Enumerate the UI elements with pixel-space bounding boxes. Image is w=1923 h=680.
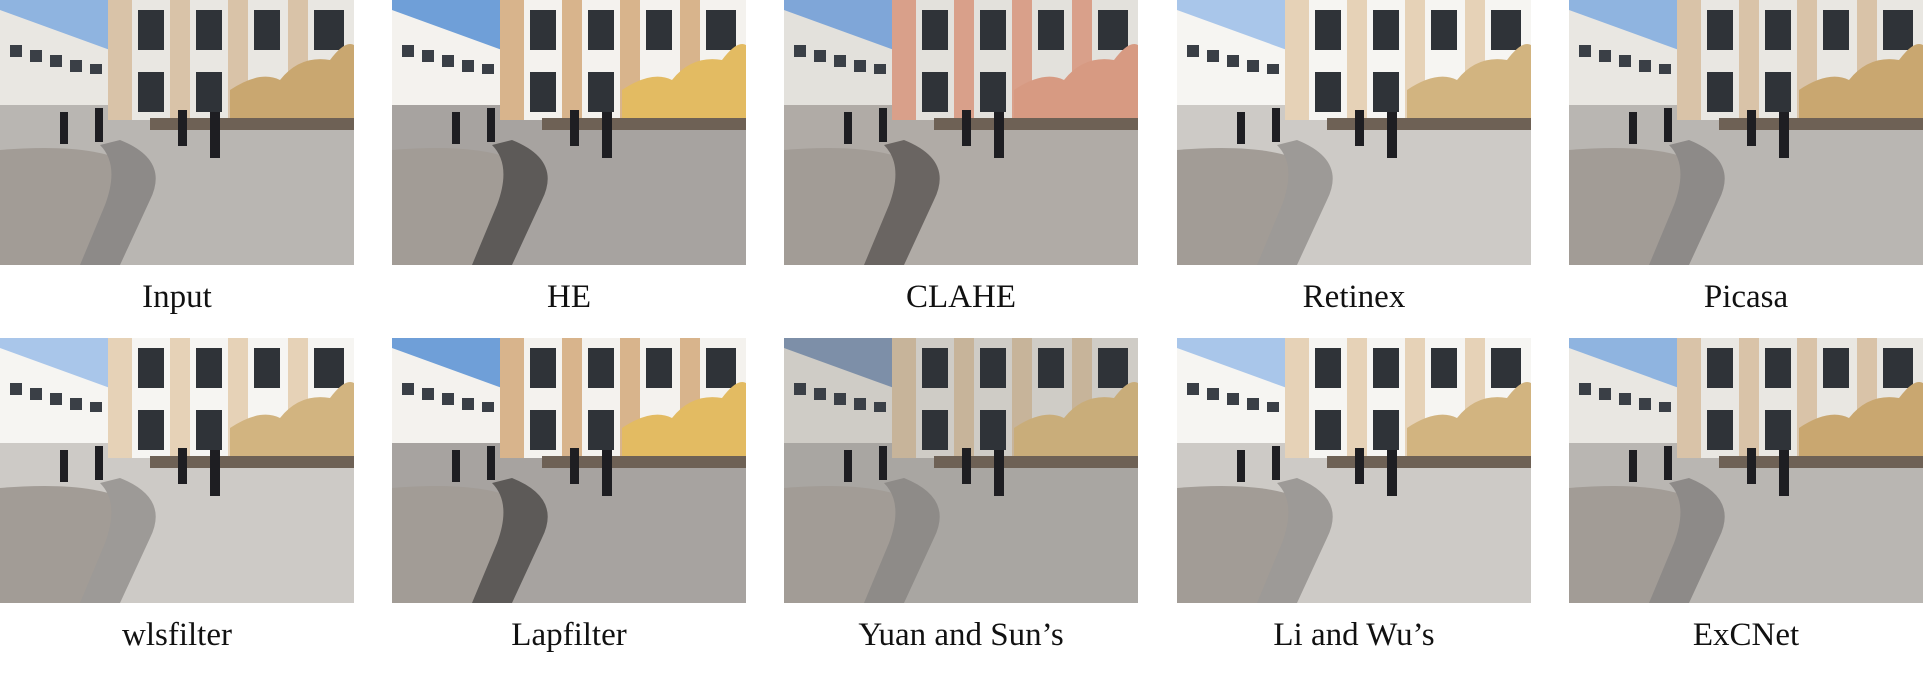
panel-image [392, 338, 746, 603]
panel-caption: HE [547, 279, 591, 315]
panel-image [0, 338, 354, 603]
panel-caption: Li and Wu’s [1273, 617, 1435, 653]
panel-image [392, 0, 746, 265]
figure-panel: Retinex [1177, 0, 1531, 317]
figure-panel: Input [0, 0, 354, 317]
panel-caption: Input [142, 279, 212, 315]
figure-panel: Lapfilter [392, 338, 746, 655]
figure-panel: wlsfilter [0, 338, 354, 655]
panel-image [0, 0, 354, 265]
panel-caption: ExCNet [1692, 617, 1800, 653]
figure-panel: CLAHE [784, 0, 1138, 317]
panel-image [1569, 338, 1923, 603]
figure-panel: ExCNet [1569, 338, 1923, 655]
panel-image [784, 0, 1138, 265]
panel-caption: Yuan and Sun’s [858, 617, 1064, 653]
figure-panel: Yuan and Sun’s [784, 338, 1138, 655]
panel-image [1177, 0, 1531, 265]
panel-caption: CLAHE [906, 279, 1016, 315]
panel-caption: Lapfilter [511, 617, 627, 653]
panel-image [1569, 0, 1923, 265]
panel-caption: Retinex [1302, 279, 1406, 315]
panel-image [1177, 338, 1531, 603]
panel-caption: wlsfilter [122, 617, 232, 653]
figure-panel: Li and Wu’s [1177, 338, 1531, 655]
panel-caption: Picasa [1703, 279, 1789, 315]
figure-panel: HE [392, 0, 746, 317]
figure-panel: Picasa [1569, 0, 1923, 317]
panel-image [784, 338, 1138, 603]
